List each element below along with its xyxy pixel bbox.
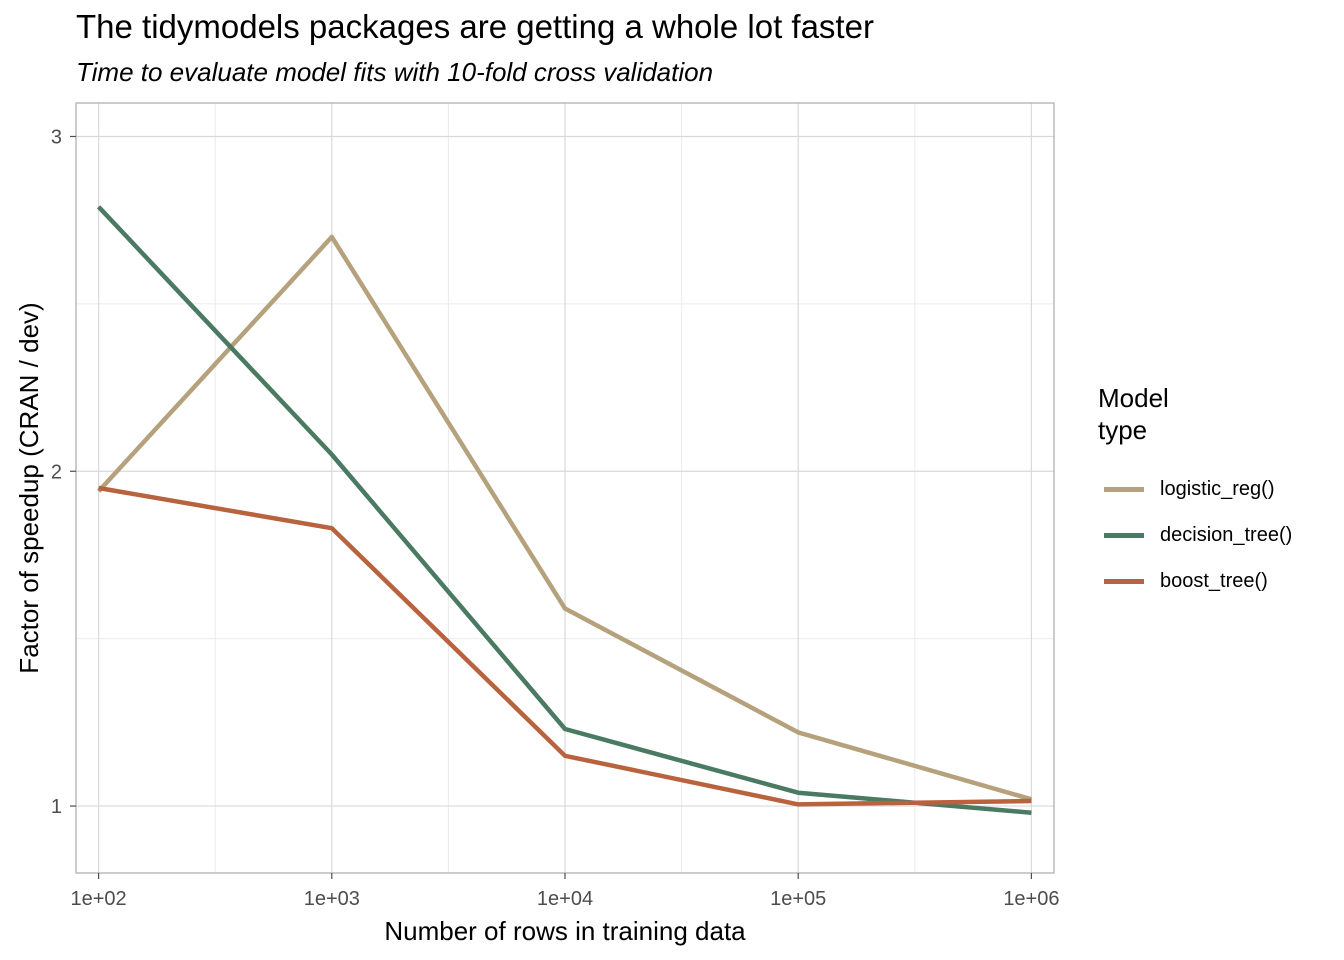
legend-label: boost_tree() xyxy=(1160,569,1268,592)
x-tick-label: 1e+06 xyxy=(1003,888,1059,910)
series-line-logistic-reg xyxy=(96,234,1033,802)
x-tick-label: 1e+03 xyxy=(304,888,360,910)
legend-item: decision_tree() xyxy=(1098,512,1292,558)
y-tick-label: 2 xyxy=(51,461,62,483)
x-axis-title: Number of rows in training data xyxy=(384,916,746,946)
legend-item: boost_tree() xyxy=(1098,558,1292,604)
legend-key-swatch xyxy=(1104,532,1144,538)
y-tick-label: 1 xyxy=(51,796,62,818)
legend: Model type logistic_reg() decision_tree()… xyxy=(1098,382,1292,604)
legend-items: logistic_reg() decision_tree() boost_tree(… xyxy=(1098,466,1292,604)
y-tick-label: 3 xyxy=(51,126,62,148)
legend-title-text: Model type xyxy=(1098,383,1169,445)
series-line-decision-tree xyxy=(96,205,1032,815)
series-line-boost-tree xyxy=(98,485,1032,807)
chart-subtitle: Time to evaluate model fits with 10-fold… xyxy=(76,57,714,87)
x-tick-label: 1e+02 xyxy=(71,888,127,910)
chart-title: The tidymodels packages are getting a wh… xyxy=(76,8,874,45)
legend-key-swatch xyxy=(1104,486,1144,492)
legend-key-swatch xyxy=(1104,578,1144,584)
legend-label: decision_tree() xyxy=(1160,523,1293,546)
x-tick-label: 1e+04 xyxy=(537,888,593,910)
legend-item: logistic_reg() xyxy=(1098,466,1292,512)
x-tick-label: 1e+05 xyxy=(770,888,826,910)
legend-title: Model type xyxy=(1098,382,1208,446)
legend-label: logistic_reg() xyxy=(1160,477,1275,500)
y-axis-title: Factor of speedup (CRAN / dev) xyxy=(14,302,44,673)
